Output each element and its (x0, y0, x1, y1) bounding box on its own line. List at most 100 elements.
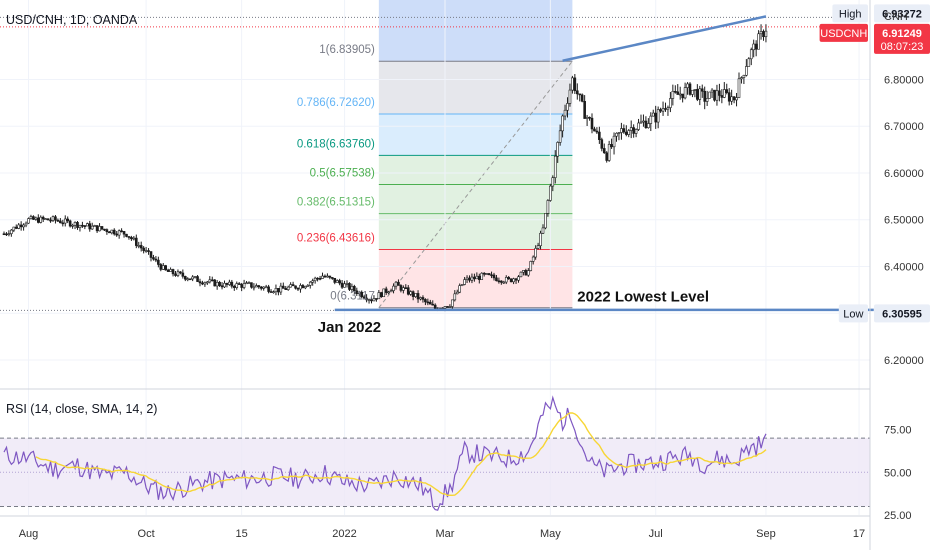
candle-up (372, 298, 376, 302)
candle-up (394, 281, 398, 287)
candle-up (86, 223, 89, 227)
fib-level-label: 0(6.3117 (330, 291, 375, 303)
candle-down (76, 222, 79, 228)
candle-down (713, 89, 716, 101)
trendlines[interactable] (0, 15, 874, 312)
candle-down (296, 287, 300, 290)
candle-down (487, 273, 491, 276)
candle-up (566, 103, 569, 111)
candle-up (470, 276, 474, 281)
candle-down (370, 299, 373, 302)
candle-up (463, 279, 466, 285)
candle-down (68, 220, 72, 227)
candle-down (514, 278, 518, 281)
candle-up (73, 222, 77, 226)
candle-down (257, 285, 261, 288)
candle-down (696, 89, 699, 100)
rsi-tick-label: 50.00 (884, 467, 912, 479)
rsi-label: RSI (14, close, SMA, 14, 2) (6, 402, 157, 416)
candle-up (531, 256, 535, 262)
fib-level-label: 0.5(6.57538) (310, 167, 375, 179)
candle-up (34, 217, 38, 220)
candle-up (51, 216, 55, 221)
candle-down (135, 237, 138, 246)
candle-down (590, 117, 594, 130)
candle-up (367, 299, 371, 301)
candle-up (335, 280, 339, 283)
candle-down (353, 286, 356, 292)
candle-down (600, 139, 604, 149)
candle-up (262, 286, 266, 289)
candle-down (654, 112, 658, 123)
candle-down (233, 285, 236, 288)
candle-down (573, 77, 577, 92)
candles (2, 24, 768, 312)
candle-down (355, 290, 359, 294)
rsi-pane[interactable] (0, 395, 870, 511)
time-tick-label: 17 (853, 528, 865, 540)
candle-down (196, 276, 199, 282)
candle-down (66, 218, 69, 222)
candle-down (125, 233, 128, 237)
candle-down (269, 291, 273, 293)
candle-down (720, 95, 724, 98)
candle-down (277, 288, 280, 293)
candle-down (142, 247, 145, 251)
candle-up (536, 245, 540, 249)
price-tick-label: 6.50000 (884, 215, 924, 227)
candle-down (360, 291, 364, 298)
candle-up (272, 291, 275, 294)
candle-down (54, 216, 57, 221)
fib-zone (378, 155, 573, 185)
candle-down (477, 275, 481, 280)
candle-up (78, 224, 82, 228)
candle-up (24, 222, 28, 226)
candle-down (406, 287, 410, 295)
fib-zone-top (378, 0, 573, 62)
candle-down (509, 278, 513, 283)
candle-up (708, 91, 711, 99)
candle-up (485, 273, 488, 275)
candle-up (176, 271, 180, 276)
candle-up (110, 229, 114, 234)
candle-down (632, 127, 635, 134)
candle-down (583, 101, 586, 119)
candle-down (201, 282, 204, 285)
candle-up (512, 278, 515, 283)
candle-up (458, 285, 462, 293)
candle-down (19, 224, 23, 228)
price-tick-label: 6.80000 (884, 74, 924, 86)
candle-up (634, 129, 638, 134)
candle-up (686, 83, 689, 88)
candle-down (595, 130, 599, 133)
candle-down (220, 285, 224, 288)
candle-up (448, 306, 452, 308)
candle-up (93, 225, 96, 227)
low-tag-label: Low (843, 308, 863, 320)
candle-down (492, 274, 496, 279)
candle-down (338, 280, 341, 284)
candle-down (164, 265, 167, 271)
candle-down (375, 298, 378, 300)
rsi-line (3, 395, 767, 511)
candle-down (120, 230, 123, 233)
candle-down (624, 131, 628, 135)
time-tick-label: Mar (436, 528, 455, 540)
candle-down (46, 218, 50, 221)
time-tick-label: 2022 (332, 528, 356, 540)
candle-up (722, 89, 726, 98)
candle-down (688, 83, 692, 95)
candle-up (627, 130, 631, 135)
price-tick-label: 6.70000 (884, 121, 924, 133)
candle-down (500, 280, 503, 283)
candle-up (90, 225, 94, 230)
fib-zone (378, 184, 573, 214)
candle-down (181, 272, 185, 277)
candle-up (757, 33, 760, 50)
candle-up (137, 245, 141, 247)
candle-up (529, 261, 533, 271)
candle-down (507, 277, 511, 280)
time-tick-label: Aug (19, 528, 39, 540)
